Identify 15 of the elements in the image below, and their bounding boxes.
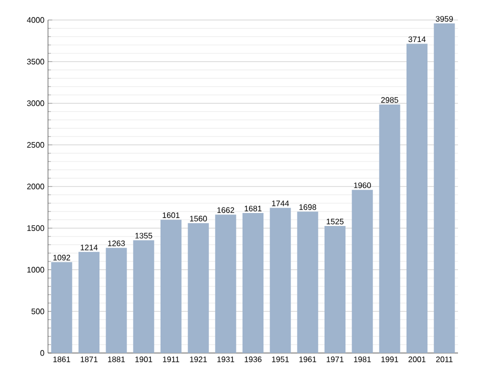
bar	[160, 220, 182, 353]
bar	[379, 104, 400, 353]
bar	[352, 190, 373, 353]
bar	[78, 252, 100, 353]
bar	[297, 212, 318, 353]
bar	[51, 262, 72, 353]
bar	[215, 214, 236, 353]
bar	[242, 213, 264, 353]
bar	[133, 240, 154, 353]
bar	[270, 208, 291, 353]
bar	[324, 226, 346, 353]
bar	[188, 223, 209, 353]
bar	[434, 23, 455, 353]
bar	[406, 44, 428, 353]
bar	[106, 248, 127, 353]
